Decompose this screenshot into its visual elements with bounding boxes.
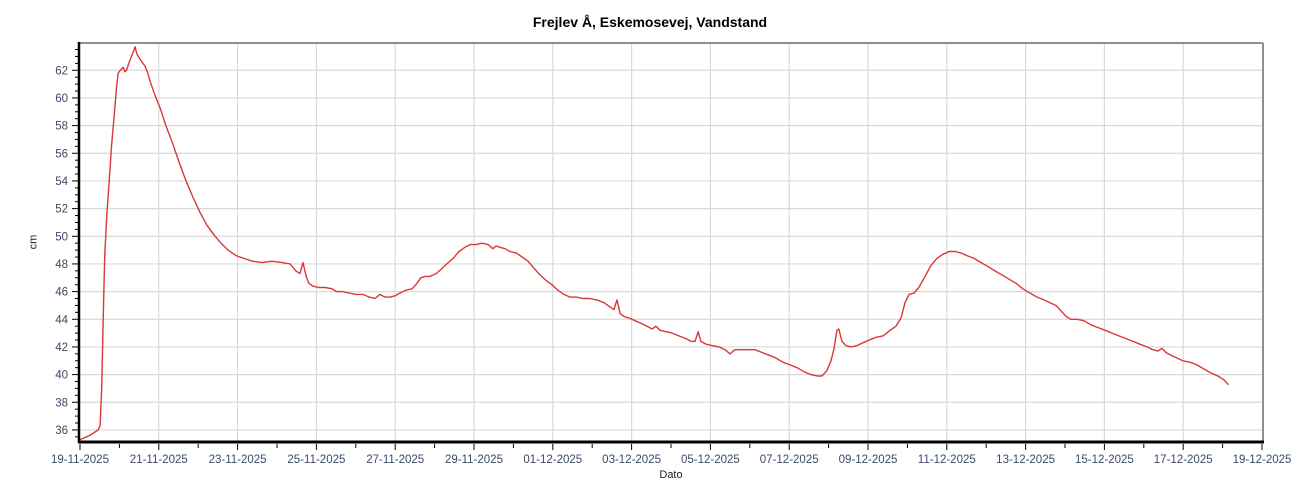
y-tick-label: 50 — [55, 231, 68, 243]
x-tick-label: 19-11-2025 — [51, 454, 109, 466]
chart-title: Frejlev Å, Eskemosevej, Vandstand — [532, 14, 768, 30]
y-tick-label: 54 — [55, 176, 68, 188]
y-axis-title: cm — [27, 234, 40, 250]
x-tick-label: 27-11-2025 — [366, 454, 424, 466]
y-tick-label: 56 — [55, 148, 68, 160]
x-tick-label: 25-11-2025 — [287, 454, 345, 466]
x-tick-label: 17-12-2025 — [1154, 454, 1213, 466]
y-tick-label: 40 — [55, 370, 68, 382]
x-tick-label: 21-11-2025 — [130, 454, 188, 466]
y-tick-label: 42 — [55, 342, 68, 354]
x-tick-label: 19-12-2025 — [1233, 454, 1292, 466]
y-tick-label: 36 — [55, 425, 68, 437]
x-tick-label: 23-11-2025 — [209, 454, 267, 466]
y-tick-label: 52 — [55, 204, 68, 216]
x-axis-title: Dato — [659, 469, 683, 481]
x-tick-label: 13-12-2025 — [996, 454, 1055, 466]
x-tick-label: 09-12-2025 — [839, 454, 898, 466]
x-tick-label: 01-12-2025 — [523, 454, 582, 466]
x-tick-label: 03-12-2025 — [602, 454, 661, 466]
x-tick-label: 29-11-2025 — [445, 454, 503, 466]
y-tick-label: 58 — [55, 121, 68, 133]
x-tick-label: 07-12-2025 — [760, 454, 819, 466]
y-tick-label: 44 — [55, 314, 68, 326]
y-tick-label: 60 — [55, 93, 68, 105]
x-tick-label: 15-12-2025 — [1075, 454, 1134, 466]
x-tick-label: 11-12-2025 — [918, 454, 976, 466]
x-tick-label: 05-12-2025 — [681, 454, 740, 466]
y-tick-label: 46 — [55, 287, 68, 299]
y-tick-label: 48 — [55, 259, 68, 271]
series-line-vandstand — [79, 46, 1229, 441]
y-tick-label: 38 — [55, 397, 68, 409]
y-tick-label: 62 — [55, 65, 68, 77]
